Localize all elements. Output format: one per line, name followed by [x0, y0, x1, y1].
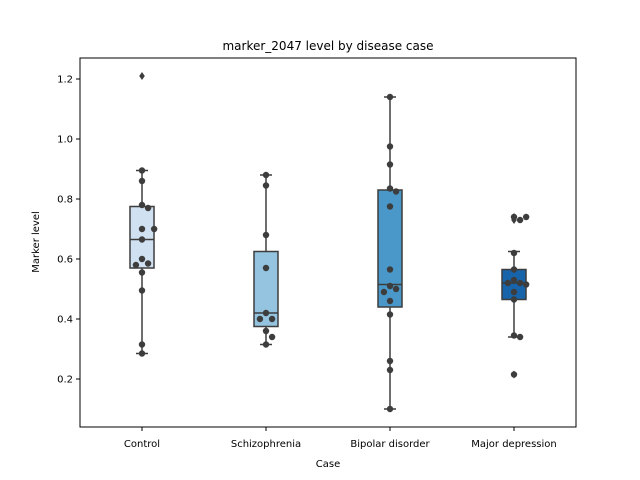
data-point [392, 188, 400, 195]
outlier-marker [139, 72, 145, 80]
data-point [262, 309, 270, 317]
data-point [144, 260, 152, 267]
swarm-points-bipolar-disorder [380, 93, 400, 413]
data-point [386, 161, 394, 168]
data-point [386, 357, 394, 365]
data-point [386, 405, 394, 413]
data-point [386, 297, 394, 305]
data-point [510, 276, 518, 284]
x-tick-label: Major depression [471, 439, 557, 450]
data-point [386, 203, 394, 210]
swarm-points-schizophrenia [256, 171, 276, 348]
plot-area [129, 72, 530, 413]
data-point [510, 213, 518, 221]
data-point [386, 366, 394, 374]
data-point [138, 341, 146, 348]
data-point [386, 311, 394, 318]
data-point [386, 93, 394, 101]
chart-title: marker_2047 level by disease case [222, 39, 433, 53]
data-point [138, 287, 146, 294]
x-axis: Control Schizophrenia Bipolar disorder Majo… [124, 427, 557, 450]
data-point [138, 167, 146, 174]
y-tick-label: 0.8 [57, 195, 73, 206]
data-point [262, 171, 270, 179]
data-point [138, 350, 146, 357]
data-point [380, 288, 388, 296]
data-point [262, 327, 270, 335]
data-point [510, 296, 518, 303]
data-point [268, 315, 276, 323]
data-point [510, 266, 518, 273]
data-point [516, 216, 524, 224]
data-point [262, 264, 270, 272]
data-point [504, 279, 512, 287]
data-point [522, 281, 530, 288]
data-point [522, 213, 530, 221]
swarm-points-major-depression [504, 213, 530, 378]
x-axis-label: Case [316, 459, 340, 470]
data-point [144, 204, 152, 212]
data-point [516, 279, 524, 287]
data-point [132, 261, 140, 269]
y-axis-label: Marker level [31, 211, 42, 273]
data-point [138, 269, 146, 276]
data-point [268, 333, 276, 341]
data-point [138, 236, 146, 243]
x-tick-label: Bipolar disorder [350, 439, 430, 450]
data-point [138, 255, 146, 263]
data-point [262, 341, 270, 348]
y-axis: 0.2 0.4 0.6 0.8 1.0 1.2 [57, 75, 80, 386]
swarm-points-control [132, 167, 158, 357]
y-tick-label: 0.4 [57, 315, 73, 326]
data-point [386, 266, 394, 273]
data-point [262, 182, 270, 189]
x-tick-label: Control [124, 439, 160, 450]
y-tick-label: 0.6 [57, 255, 73, 266]
data-point [510, 332, 518, 339]
data-point [386, 143, 394, 150]
data-point [510, 288, 518, 296]
y-tick-label: 1.2 [57, 75, 73, 86]
data-point [262, 231, 270, 239]
data-point [138, 177, 146, 185]
data-point [138, 201, 146, 209]
data-point [392, 285, 400, 293]
axes-frame [79, 57, 577, 428]
data-point [256, 315, 264, 323]
data-point [510, 371, 518, 378]
x-tick-label: Schizophrenia [231, 439, 301, 450]
data-point [150, 225, 158, 233]
y-tick-label: 0.2 [57, 375, 73, 386]
data-point [516, 333, 524, 341]
data-point [138, 225, 146, 233]
data-point [510, 249, 518, 257]
y-tick-label: 1.0 [57, 135, 73, 146]
data-point [386, 282, 394, 290]
data-point [386, 185, 394, 192]
